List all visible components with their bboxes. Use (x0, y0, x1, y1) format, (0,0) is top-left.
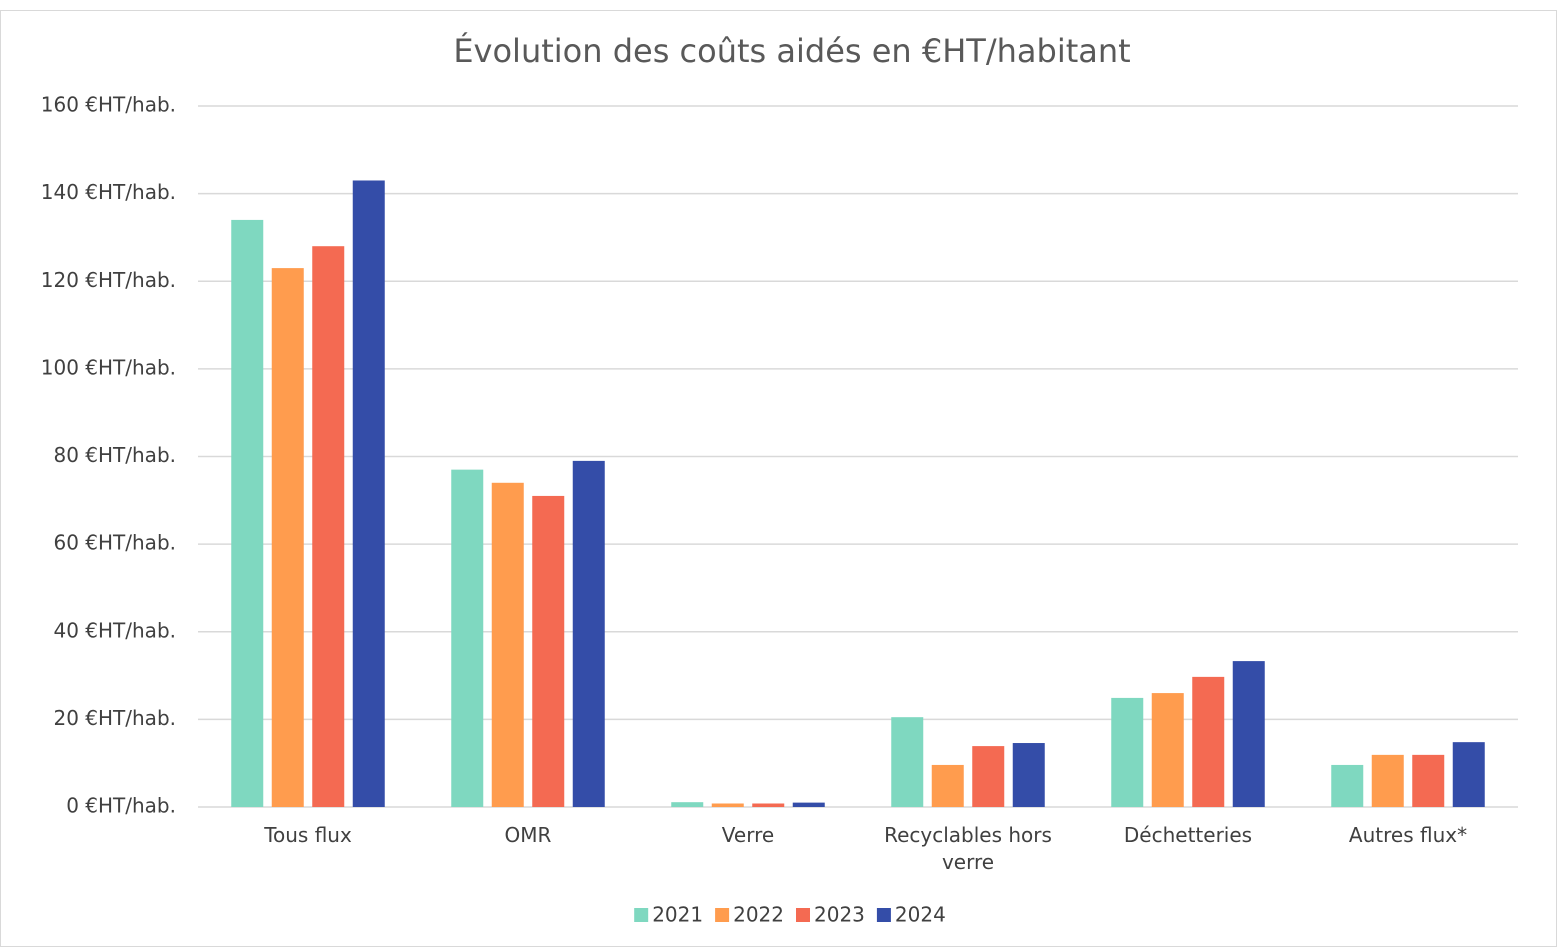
x-tick-label: Déchetteries (1123, 823, 1253, 847)
legend-label: 2024 (895, 903, 946, 927)
bar (1371, 754, 1404, 807)
y-tick-label: 100 €HT/hab. (41, 355, 176, 379)
bar (271, 268, 304, 807)
bar (572, 460, 605, 807)
chart-frame (0, 10, 1557, 947)
legend-swatch (715, 908, 730, 922)
y-tick-label: 140 €HT/hab. (41, 180, 176, 204)
bar (752, 803, 785, 807)
bar (972, 746, 1005, 807)
bar (491, 482, 524, 807)
x-tick-label: Autres flux* (1348, 823, 1468, 847)
y-tick-label: 160 €HT/hab. (41, 93, 176, 117)
y-tick-label: 80 €HT/hab. (53, 443, 176, 467)
chart-title: Évolution des coûts aidés en €HT/habitan… (453, 32, 1130, 70)
legend-swatch (634, 908, 649, 922)
y-tick-label: 60 €HT/hab. (53, 531, 176, 555)
legend-swatch (796, 908, 810, 922)
legend-swatch (876, 908, 891, 922)
bar (451, 469, 484, 807)
legend-label: 2021 (652, 903, 703, 927)
bar (1012, 743, 1045, 807)
x-tick-label: Recyclables hors verre (884, 823, 1052, 874)
x-tick-label: Verre (721, 823, 775, 847)
bar (891, 717, 924, 807)
bar (231, 219, 264, 808)
y-tick-label: 40 €HT/hab. (53, 618, 176, 642)
bar (711, 803, 744, 807)
bar (792, 802, 825, 807)
bar (1192, 676, 1225, 807)
legend-label: 2022 (733, 903, 784, 927)
y-tick-label: 20 €HT/hab. (53, 706, 176, 730)
bar (1331, 764, 1364, 807)
bar (1452, 742, 1485, 807)
bar (1151, 693, 1184, 807)
y-tick-label: 120 €HT/hab. (41, 268, 176, 292)
bar (1111, 697, 1144, 807)
bar (1412, 754, 1445, 807)
legend-label: 2023 (814, 903, 865, 927)
bar (1232, 661, 1265, 807)
x-tick-label: Tous flux (264, 823, 352, 847)
y-tick-label: 0 €HT/hab. (66, 794, 176, 818)
bar (352, 180, 385, 807)
bar (312, 246, 345, 807)
bar (931, 764, 964, 807)
x-tick-label: OMR (504, 823, 552, 847)
bar (532, 495, 565, 807)
bar (671, 802, 704, 807)
